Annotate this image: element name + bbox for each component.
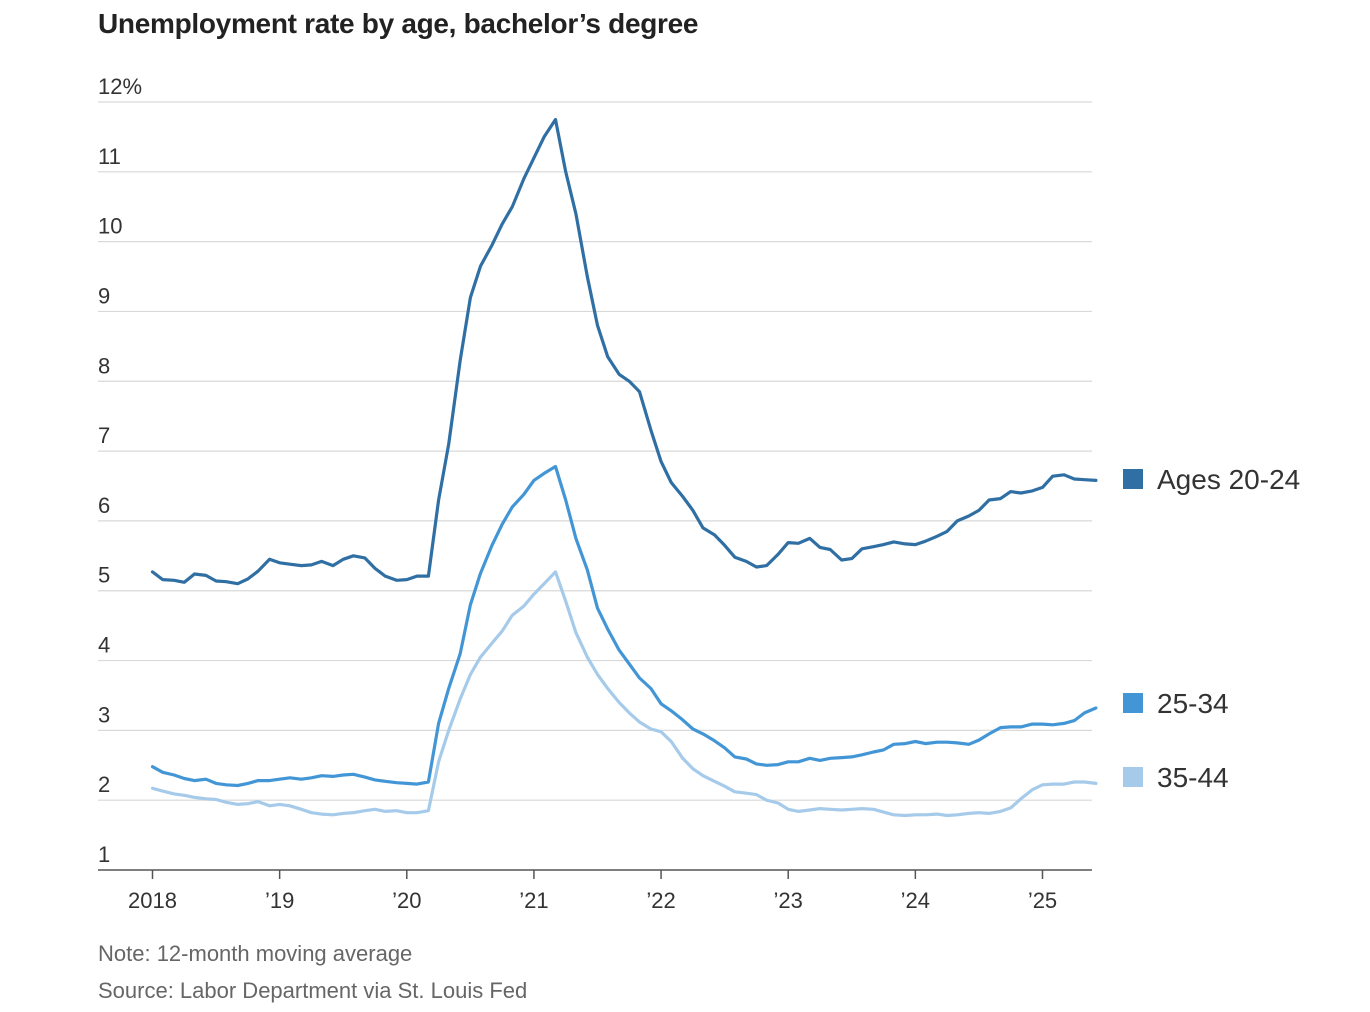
- y-tick-label: 12%: [98, 74, 142, 99]
- x-tick-label: ’24: [901, 888, 930, 913]
- legend-label: Ages 20-24: [1157, 464, 1300, 495]
- y-tick-label: 6: [98, 493, 110, 518]
- chart-source: Source: Labor Department via St. Louis F…: [98, 978, 528, 1003]
- legend-swatch: [1123, 693, 1143, 713]
- series-line-1: [150, 464, 1098, 788]
- x-tick-label: ’20: [392, 888, 421, 913]
- x-tick-label: 2018: [128, 888, 177, 913]
- y-tick-label: 1: [98, 842, 110, 867]
- y-tick-label: 3: [98, 702, 110, 727]
- y-tick-label: 2: [98, 772, 110, 797]
- series-line-2: [150, 570, 1098, 818]
- x-tick-label: ’21: [519, 888, 548, 913]
- legend-swatch: [1123, 767, 1143, 787]
- x-tick-label: ’22: [646, 888, 675, 913]
- x-tick-label: ’25: [1028, 888, 1057, 913]
- legend-swatch: [1123, 469, 1143, 489]
- y-tick-label: 7: [98, 423, 110, 448]
- chart-title: Unemployment rate by age, bachelor’s deg…: [98, 8, 699, 39]
- y-tick-label: 9: [98, 283, 110, 308]
- x-axis: 2018 ’19 ’20 ’21 ’22 ’23 ’24 ’25: [128, 870, 1057, 913]
- gridlines: [98, 101, 1092, 871]
- legend-label: 35-44: [1157, 762, 1229, 793]
- chart-note: Note: 12-month moving average: [98, 941, 413, 966]
- series-lines: [150, 117, 1098, 818]
- y-tick-label: 11: [98, 144, 121, 169]
- legend: Ages 20-24 25-34 35-44: [1123, 464, 1300, 793]
- y-tick-label: 4: [98, 633, 110, 658]
- series-line-0: [150, 117, 1098, 586]
- y-tick-label: 5: [98, 563, 110, 588]
- y-tick-label: 8: [98, 353, 110, 378]
- x-tick-label: ’19: [265, 888, 294, 913]
- y-tick-label: 10: [98, 214, 122, 239]
- x-tick-label: ’23: [774, 888, 803, 913]
- legend-label: 25-34: [1157, 688, 1229, 719]
- y-axis-ticks: 1 2 3 4 5 6 7 8 9 10 11 12%: [98, 74, 142, 867]
